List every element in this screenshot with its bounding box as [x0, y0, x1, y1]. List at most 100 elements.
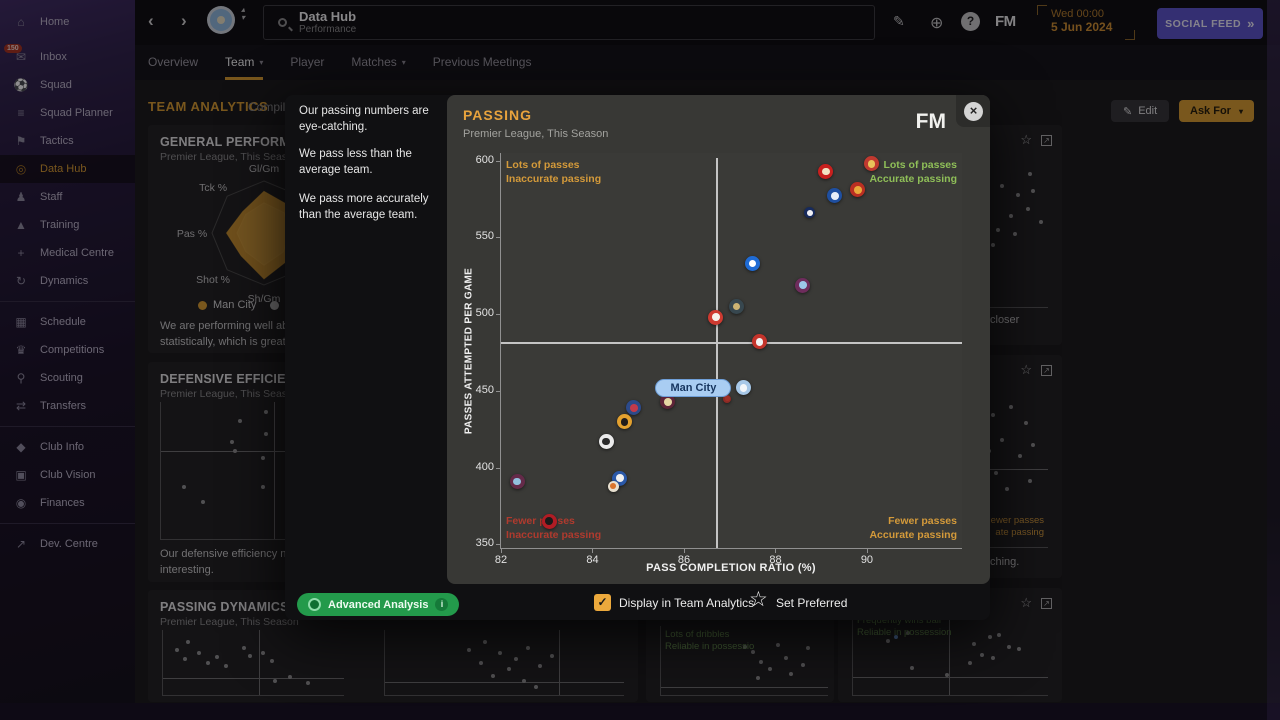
team-badge-arsenal[interactable] [864, 156, 879, 172]
team-badge-newcastle-united[interactable] [729, 298, 745, 314]
sidebar-item-label: Tactics [40, 135, 74, 147]
social-feed-button[interactable]: SOCIAL FEED » [1157, 8, 1263, 39]
sidebar-item-home[interactable]: ⌂ Home [0, 8, 135, 36]
team-badge-manchester-city[interactable] [735, 380, 751, 396]
sidebar-item-finances[interactable]: ◉ Finances [0, 489, 135, 517]
favourite-star-icon[interactable]: ☆ [1020, 132, 1032, 147]
sidebar-item-medical-centre[interactable]: + Medical Centre [0, 239, 135, 267]
team-badge-sheffield-united[interactable] [751, 334, 767, 350]
sidebar-item-training[interactable]: ▲ Training [0, 211, 135, 239]
back-button[interactable]: ‹ [148, 11, 154, 30]
tab-team[interactable]: Team ▾ [225, 45, 264, 80]
data-point [979, 653, 984, 658]
team-badge-tottenham-hotspur[interactable] [804, 207, 816, 219]
background-scatter-chart [384, 630, 624, 696]
favourite-star-icon[interactable]: ☆ [1020, 362, 1032, 377]
y-tick-label: 550 [475, 230, 494, 243]
data-point [181, 484, 186, 489]
x-tick [592, 548, 594, 553]
ask-for-button[interactable]: Ask For ▾ [1179, 100, 1254, 122]
club-info-icon: ◆ [16, 440, 26, 454]
edit-pencil-icon[interactable]: ✎ [893, 13, 905, 29]
sidebar-item-scouting[interactable]: ⚲ Scouting [0, 364, 135, 392]
data-point [514, 657, 519, 662]
team-badge-liverpool[interactable] [818, 163, 834, 179]
sidebar-nav-list: ⌂ Home ✉ 150 Inbox ⚽ Squad ≡ Squad Planner ⚑ Tacti… [0, 0, 135, 558]
quadrant-label: ewer passes ate passing [990, 515, 1044, 538]
world-icon[interactable]: ⊕ [930, 15, 944, 32]
tab-previous-meetings[interactable]: Previous Meetings [433, 45, 532, 80]
quadrant-label: Frequently wins ball Reliable in possessi… [857, 615, 952, 638]
team-badge-brentford[interactable] [708, 309, 724, 325]
y-tick [496, 160, 501, 162]
average-line-horizontal [385, 682, 624, 683]
quadrant-label-bottom-left: Fewer passes Inaccurate passing [506, 515, 602, 541]
search-field[interactable]: Data Hub Performance [263, 5, 875, 40]
panel-actions: ☆ ↗ [1020, 132, 1052, 148]
sidebar-item-schedule[interactable]: ▦ Schedule [0, 308, 135, 336]
sidebar-item-competitions[interactable]: ♛ Competitions [0, 336, 135, 364]
legend-label-man-city: Man City [213, 299, 257, 311]
insight-text: We pass less than the average team. [299, 148, 412, 177]
sidebar-item-staff[interactable]: ♟ Staff [0, 183, 135, 211]
team-badge-chelsea[interactable] [827, 188, 843, 204]
sidebar-item-dev-centre[interactable]: ↗ Dev. Centre [0, 530, 135, 558]
data-point [260, 650, 265, 655]
edit-button[interactable]: ✎ Edit [1111, 100, 1170, 122]
date-time: Wed 00:00 [1051, 8, 1105, 20]
data-point [490, 673, 495, 678]
expand-icon[interactable]: ↗ [1041, 134, 1052, 146]
sidebar-item-dynamics[interactable]: ↻ Dynamics [0, 267, 135, 295]
set-preferred-star-icon[interactable]: ☆ [749, 588, 768, 611]
data-point [247, 654, 252, 658]
tab-player[interactable]: Player [290, 45, 324, 80]
forward-button[interactable]: › [181, 11, 187, 30]
home-icon: ⌂ [17, 15, 25, 29]
team-badge-bournemouth[interactable] [541, 513, 557, 529]
data-point [478, 660, 483, 665]
club-badge-center [217, 16, 225, 24]
team-badge-burnley[interactable] [509, 473, 525, 489]
team-badge-aston-villa[interactable] [795, 277, 811, 293]
svg-text:Gl/Gm: Gl/Gm [249, 163, 280, 175]
sidebar-item-transfers[interactable]: ⇄ Transfers [0, 392, 135, 420]
sidebar-item-inbox[interactable]: ✉ 150 Inbox [0, 43, 135, 71]
club-selector-chevrons[interactable]: ▴ ▾ [241, 6, 245, 22]
tab-matches[interactable]: Matches ▾ [351, 45, 405, 80]
data-point [229, 439, 234, 444]
team-badge-brighton[interactable] [745, 256, 761, 271]
sidebar-item-squad-planner[interactable]: ≡ Squad Planner [0, 99, 135, 127]
close-button[interactable]: × [956, 95, 990, 127]
highlighted-team-label[interactable]: Man City [655, 378, 732, 397]
favourite-star-icon[interactable]: ☆ [1020, 595, 1032, 610]
team-badge-west-ham-united[interactable] [660, 394, 676, 410]
y-tick [496, 390, 501, 392]
help-icon[interactable]: ? [961, 12, 980, 31]
sidebar-item-squad[interactable]: ⚽ Squad [0, 71, 135, 99]
data-point [994, 470, 999, 475]
team-badge-crystal-palace[interactable] [626, 400, 642, 416]
team-badge-wolverhampton-wanderers[interactable] [617, 414, 632, 430]
sidebar-item-club-vision[interactable]: ▣ Club Vision [0, 461, 135, 489]
data-point [175, 647, 180, 652]
data-point [1005, 487, 1010, 492]
y-tick-label: 600 [475, 153, 494, 166]
x-tick-label: 82 [494, 554, 508, 566]
team-badge-luton-town[interactable] [607, 480, 619, 492]
expand-icon[interactable]: ↗ [1041, 597, 1052, 609]
data-point [999, 184, 1004, 189]
sidebar-item-tactics[interactable]: ⚑ Tactics [0, 127, 135, 155]
team-badge-fulham[interactable] [598, 434, 614, 450]
tab-overview[interactable]: Overview [148, 45, 198, 80]
team-badge-manchester-united[interactable] [850, 182, 866, 198]
sidebar-item-data-hub[interactable]: ◎ Data Hub [0, 155, 135, 183]
team-badge-nottingham-forest[interactable] [723, 394, 732, 403]
sidebar-item-club-info[interactable]: ◆ Club Info [0, 433, 135, 461]
advanced-analysis-button[interactable]: Advanced Analysis [297, 593, 460, 616]
expand-icon[interactable]: ↗ [1041, 364, 1052, 376]
medical-centre-icon: + [17, 246, 25, 260]
display-in-team-analytics-checkbox[interactable] [594, 594, 611, 611]
double-chevron-right-icon: » [1247, 16, 1255, 31]
club-badge[interactable] [207, 6, 235, 34]
